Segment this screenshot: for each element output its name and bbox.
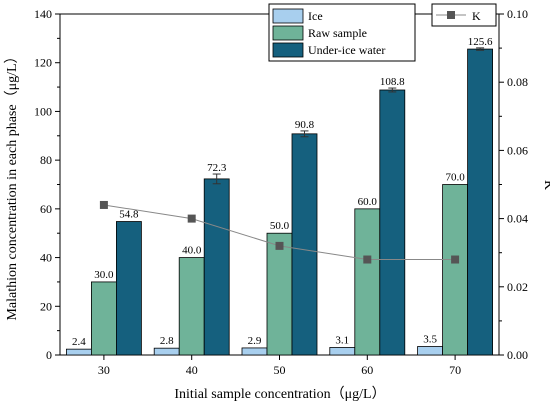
y2-tick-label: 0.00	[507, 348, 528, 362]
y-tick-label: 100	[34, 104, 52, 118]
y2-tick-label: 0.06	[507, 143, 528, 157]
legend-swatch-ice	[272, 8, 304, 24]
bar	[291, 133, 318, 356]
bar-value-label: 2.9	[248, 335, 262, 347]
bar-value-label: 72.3	[207, 162, 227, 174]
y2-axis-title: K	[541, 180, 550, 190]
bar	[467, 48, 494, 356]
y-tick-label: 140	[34, 7, 52, 21]
y2-tick-label: 0.08	[507, 75, 528, 89]
y2-tick-label: 0.04	[507, 212, 528, 226]
x-tick-label: 30	[98, 363, 110, 377]
y-tick-label: 120	[34, 56, 52, 70]
legend-label-ice: Ice	[308, 9, 323, 23]
k-point	[363, 255, 372, 264]
x-tick-label: 70	[449, 363, 461, 377]
axes-ticks	[55, 13, 504, 360]
bar	[116, 221, 142, 356]
bar-marks: 2.4 2.8 2.9 3.1 3.5 30.0 40.0 50.0 60.0 70.0 54.8 7…	[66, 36, 494, 356]
bar-value-label: 30.0	[94, 269, 114, 281]
bar-value-label: 108.8	[380, 76, 405, 88]
bar	[417, 346, 444, 356]
y-tick-label: 80	[40, 153, 52, 167]
k-point	[99, 200, 108, 209]
legend-label-raw-sample: Raw sample	[308, 26, 367, 40]
bar	[203, 178, 230, 356]
k-point	[451, 255, 460, 264]
bar-value-label: 3.5	[423, 333, 437, 345]
k-point	[275, 241, 284, 250]
y-axis-title: Malathion concentration in each phase（μg…	[4, 49, 20, 320]
x-tick-label: 60	[361, 363, 373, 377]
bar-value-label: 40.0	[182, 245, 202, 257]
bar-value-label: 60.0	[358, 196, 378, 208]
bar	[91, 281, 117, 356]
bar-value-label: 2.4	[72, 336, 86, 348]
x-tick-label: 40	[186, 363, 198, 377]
bar	[66, 348, 92, 356]
bar-value-label: 3.1	[335, 334, 349, 346]
k-legend-label: K	[472, 9, 481, 23]
k-line-series	[99, 200, 460, 264]
k-point	[187, 214, 196, 223]
bar-value-label: 54.8	[119, 209, 139, 221]
k-legend: K	[431, 3, 497, 27]
bar-value-label: 90.8	[295, 119, 315, 131]
bar-value-label: 50.0	[270, 220, 290, 232]
bar-value-label: 70.0	[445, 172, 465, 184]
bar	[354, 208, 381, 356]
y2-tick-label: 0.10	[507, 7, 528, 21]
bar	[329, 347, 356, 356]
legend-swatch-raw-sample	[272, 25, 304, 41]
k-legend-marker	[447, 11, 455, 19]
x-tick-label: 50	[274, 363, 286, 377]
y-tick-label: 0	[46, 348, 52, 362]
bar	[379, 89, 406, 356]
tick-labels: 0 20 40 60 80 100 120 140 0.00 0.02 0.04 0.06 0.08 0.…	[34, 7, 528, 377]
bar	[442, 184, 469, 356]
legend-swatch-under-ice-water	[272, 42, 304, 58]
bar	[266, 232, 293, 356]
legend-label-under-ice-water: Under-ice water	[308, 43, 385, 57]
bar-value-label: 2.8	[160, 335, 174, 347]
bar	[178, 257, 205, 356]
y-tick-label: 40	[40, 251, 52, 265]
x-axis-title: Initial sample concentration（μg/L）	[174, 386, 385, 402]
bar-legend: Ice Raw sample Under-ice water	[268, 3, 416, 62]
bar-value-label: 125.6	[468, 36, 493, 48]
y2-tick-label: 0.02	[507, 280, 528, 294]
y-tick-label: 60	[40, 202, 52, 216]
bar	[153, 347, 180, 356]
y-tick-label: 20	[40, 299, 52, 313]
bar	[241, 347, 268, 356]
